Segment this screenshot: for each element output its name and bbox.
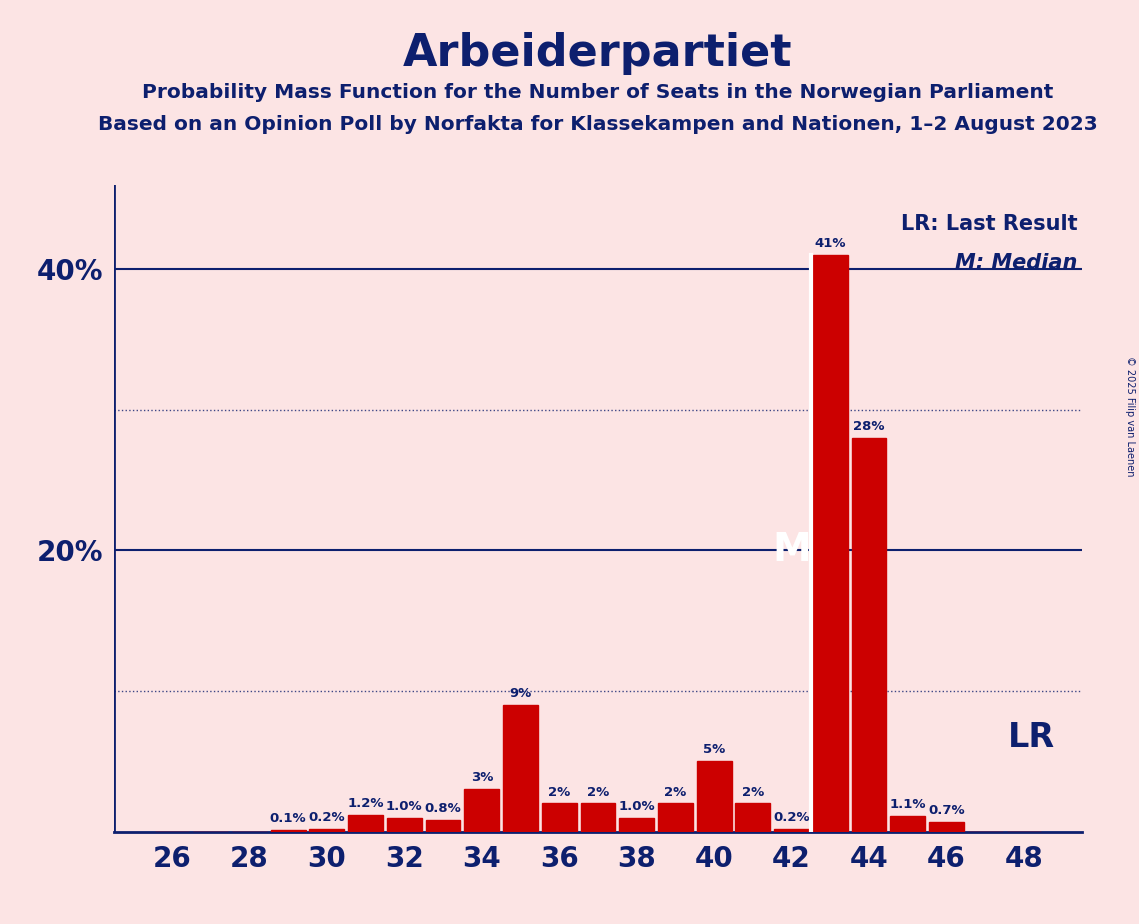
Text: 0.2%: 0.2% xyxy=(309,811,345,824)
Bar xyxy=(736,804,770,832)
Text: LR: LR xyxy=(1008,722,1055,754)
Bar xyxy=(813,255,847,832)
Bar xyxy=(349,815,383,832)
Text: 0.1%: 0.1% xyxy=(270,812,306,825)
Bar xyxy=(271,830,305,832)
Text: Probability Mass Function for the Number of Seats in the Norwegian Parliament: Probability Mass Function for the Number… xyxy=(142,83,1054,103)
Bar xyxy=(581,804,615,832)
Bar xyxy=(658,804,693,832)
Bar xyxy=(387,818,421,832)
Text: M: Median: M: Median xyxy=(954,252,1077,273)
Text: 28%: 28% xyxy=(853,420,885,433)
Text: 3%: 3% xyxy=(470,772,493,784)
Text: © 2025 Filip van Laenen: © 2025 Filip van Laenen xyxy=(1125,356,1134,476)
Text: 2%: 2% xyxy=(587,785,609,798)
Bar xyxy=(891,816,925,832)
Text: 1.0%: 1.0% xyxy=(386,799,423,812)
Text: Arbeiderpartiet: Arbeiderpartiet xyxy=(403,32,793,76)
Bar xyxy=(697,761,731,832)
Text: 41%: 41% xyxy=(814,237,846,250)
Text: 2%: 2% xyxy=(664,785,687,798)
Bar xyxy=(929,821,964,832)
Text: 5%: 5% xyxy=(703,744,726,757)
Text: 2%: 2% xyxy=(548,785,571,798)
Bar xyxy=(426,821,460,832)
Text: 0.8%: 0.8% xyxy=(425,802,461,816)
Text: Based on an Opinion Poll by Norfakta for Klassekampen and Nationen, 1–2 August 2: Based on an Opinion Poll by Norfakta for… xyxy=(98,116,1098,135)
Text: 1.1%: 1.1% xyxy=(890,798,926,811)
Bar xyxy=(503,705,538,832)
Text: 9%: 9% xyxy=(509,687,532,700)
Text: M: M xyxy=(772,531,811,569)
Text: 1.0%: 1.0% xyxy=(618,799,655,812)
Bar xyxy=(775,829,809,832)
Text: 1.2%: 1.2% xyxy=(347,796,384,809)
Bar xyxy=(310,829,344,832)
Text: 0.2%: 0.2% xyxy=(773,811,810,824)
Text: 0.7%: 0.7% xyxy=(928,804,965,817)
Bar xyxy=(852,438,886,832)
Bar xyxy=(620,818,654,832)
Bar xyxy=(465,789,499,832)
Bar xyxy=(542,804,576,832)
Text: LR: Last Result: LR: Last Result xyxy=(901,213,1077,234)
Text: 2%: 2% xyxy=(741,785,764,798)
